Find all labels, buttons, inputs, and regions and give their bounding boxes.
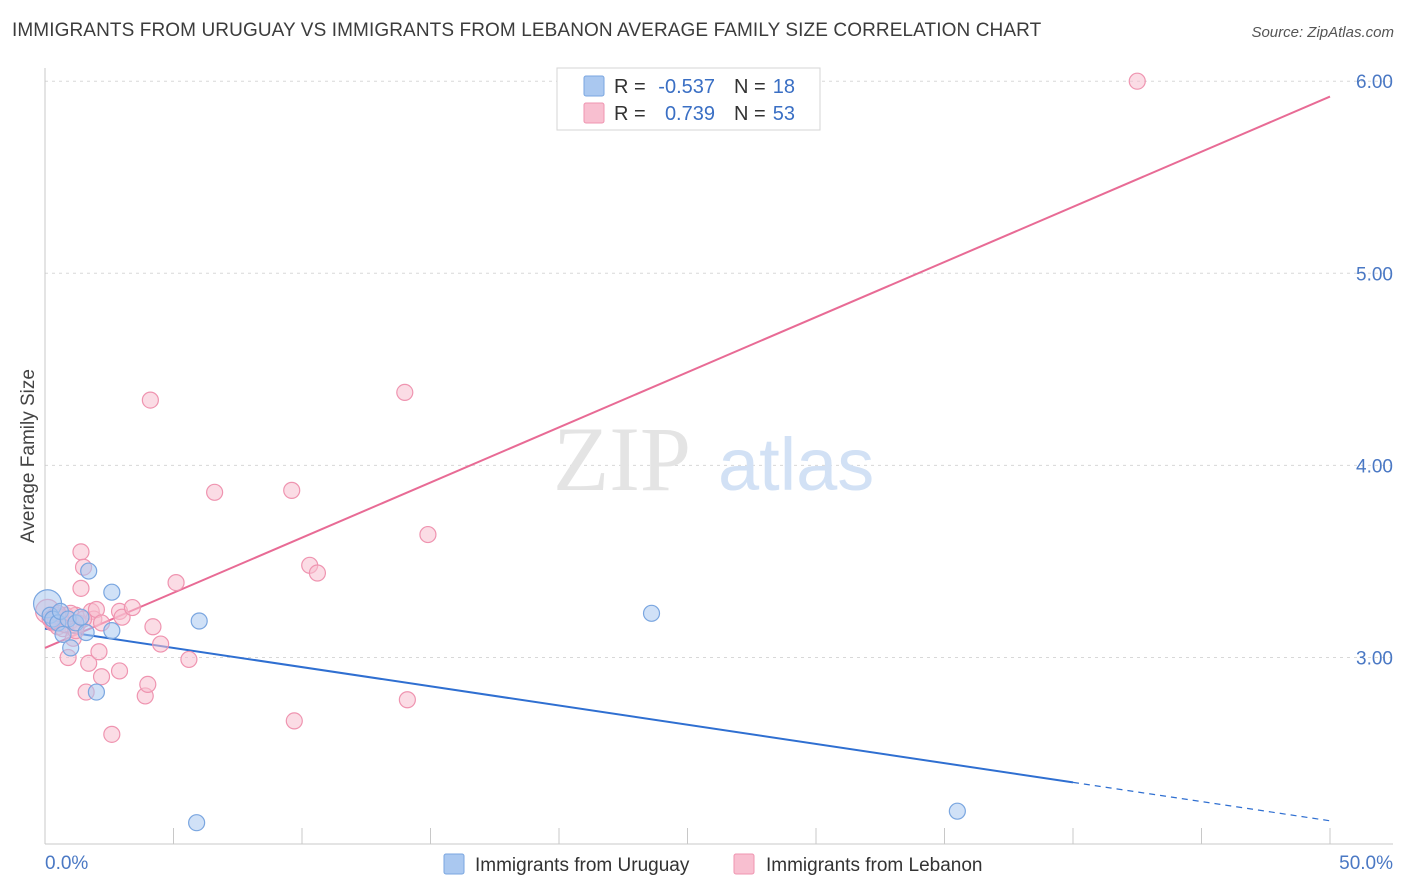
point-lebanon-40 bbox=[396, 383, 414, 402]
point-uruguay-7 bbox=[62, 639, 80, 657]
point-uruguay-10 bbox=[77, 623, 95, 642]
trend-line-lebanon bbox=[44, 95, 1331, 649]
y-tick-label-1: 4.00 bbox=[1356, 456, 1393, 477]
legend-uruguay-label: Immigrants from Uruguay bbox=[475, 855, 690, 876]
x-tick-label-max: 50.0% bbox=[1339, 853, 1393, 874]
y-axis-label: Average Family Size bbox=[18, 369, 39, 543]
point-lebanon-34 bbox=[180, 650, 198, 669]
point-uruguay-13 bbox=[103, 583, 121, 601]
point-lebanon-31 bbox=[144, 618, 162, 636]
legend-r-value-1: -0.537 bbox=[658, 76, 715, 98]
x-tick-label-min: 0.0% bbox=[45, 853, 88, 874]
y-tick-label-3: 6.00 bbox=[1356, 72, 1393, 93]
point-lebanon-43 bbox=[1128, 72, 1146, 90]
point-lebanon-27 bbox=[123, 598, 141, 617]
point-lebanon-13 bbox=[72, 543, 90, 561]
point-lebanon-32 bbox=[152, 635, 170, 653]
point-lebanon-42 bbox=[419, 525, 437, 544]
legend-n-value-2: 53 bbox=[773, 103, 795, 125]
lebanon-swatch bbox=[583, 102, 605, 124]
legend-n-label-2: N = bbox=[734, 103, 766, 125]
legend-n-label-1: N = bbox=[734, 76, 766, 98]
point-uruguay-18 bbox=[948, 802, 966, 820]
point-lebanon-36 bbox=[283, 481, 301, 499]
point-lebanon-23 bbox=[92, 668, 111, 686]
legend-lebanon-swatch bbox=[733, 853, 755, 875]
point-uruguay-9 bbox=[72, 608, 90, 626]
point-uruguay-11 bbox=[80, 562, 98, 580]
grid bbox=[45, 80, 1393, 659]
point-lebanon-17 bbox=[80, 654, 98, 672]
watermark: ZIP atlas bbox=[553, 408, 874, 510]
point-lebanon-33 bbox=[167, 573, 185, 592]
point-lebanon-41 bbox=[398, 691, 416, 709]
uruguay-swatch bbox=[583, 75, 605, 97]
stats-legend: R = -0.537 N = 18 R = 0.739 N = 53 bbox=[556, 67, 821, 131]
point-lebanon-49 bbox=[110, 662, 129, 680]
legend-n-value-1: 18 bbox=[773, 76, 795, 98]
legend-r-label-1: R = bbox=[614, 76, 646, 98]
y-tick-label-0: 3.00 bbox=[1356, 649, 1393, 670]
chart-title: IMMIGRANTS FROM URUGUAY VS IMMIGRANTS FR… bbox=[12, 20, 1042, 41]
trend-line-uruguay-extension bbox=[1072, 781, 1331, 822]
point-lebanon-14 bbox=[72, 579, 90, 597]
point-lebanon-30 bbox=[141, 391, 159, 409]
y-tick-labels: 3.00 4.00 5.00 6.00 bbox=[1356, 72, 1393, 669]
watermark-atlas: atlas bbox=[718, 423, 874, 506]
legend-r-label-2: R = bbox=[614, 103, 646, 125]
point-uruguay-5 bbox=[54, 625, 72, 644]
axes bbox=[44, 68, 1393, 845]
watermark-zip: ZIP bbox=[553, 408, 691, 510]
point-uruguay-17 bbox=[642, 604, 661, 622]
legend-uruguay-swatch bbox=[443, 853, 465, 875]
legend-lebanon-label: Immigrants from Lebanon bbox=[766, 855, 983, 876]
y-tick-label-2: 5.00 bbox=[1356, 264, 1393, 285]
series-legend: Immigrants from Uruguay Immigrants from … bbox=[443, 853, 983, 876]
source-label: Source: ZipAtlas.com bbox=[1251, 24, 1394, 41]
trend-lines bbox=[44, 95, 1331, 822]
point-uruguay-16 bbox=[190, 612, 208, 630]
point-uruguay-12 bbox=[87, 683, 106, 701]
point-uruguay-14 bbox=[103, 622, 121, 640]
point-uruguay-15 bbox=[188, 814, 206, 832]
point-lebanon-29 bbox=[139, 675, 157, 694]
point-lebanon-21 bbox=[90, 643, 108, 661]
point-lebanon-35 bbox=[206, 483, 224, 501]
point-lebanon-39 bbox=[308, 564, 327, 582]
point-lebanon-24 bbox=[103, 725, 121, 743]
trend-line-uruguay bbox=[44, 627, 1074, 784]
scatter-points bbox=[32, 72, 1146, 832]
legend-r-value-2: 0.739 bbox=[665, 103, 715, 125]
point-lebanon-37 bbox=[285, 712, 303, 730]
